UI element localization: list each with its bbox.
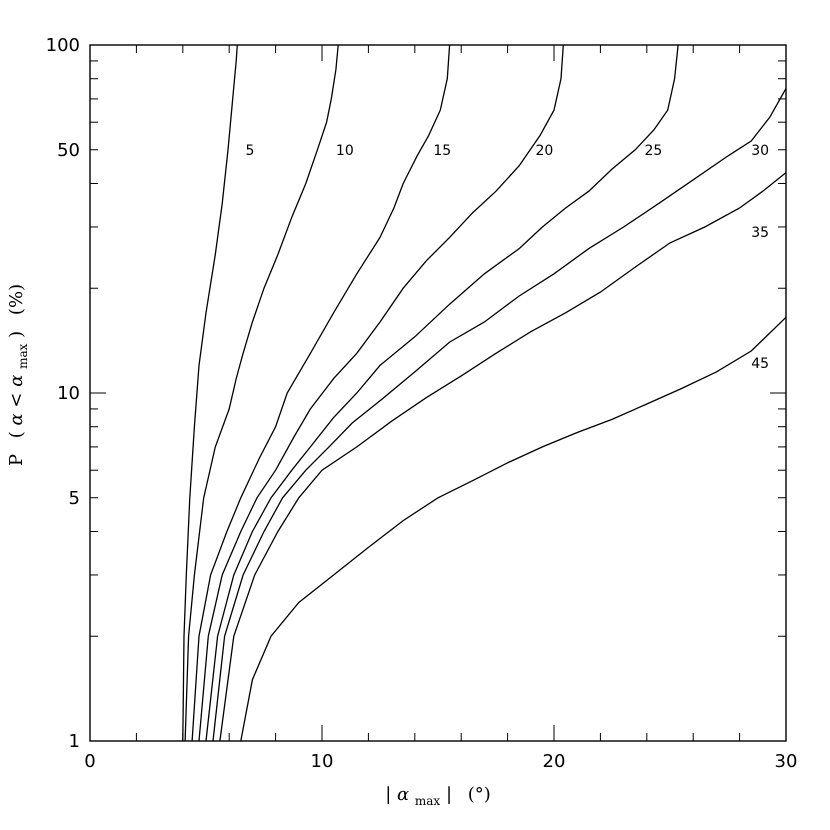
curve-30 xyxy=(212,88,787,742)
y-axis-title: P ( α < α max ) (%) xyxy=(6,284,32,466)
x-axis-open-bar: | xyxy=(385,784,391,805)
curve-label-25: 25 xyxy=(644,143,662,159)
y-axis-prefix: P xyxy=(6,454,27,466)
curve-label-20: 20 xyxy=(535,143,553,159)
y-axis-symbol-b: α xyxy=(6,375,27,387)
y-axis-subscript: max xyxy=(16,343,30,369)
y-tick-label: 1 xyxy=(69,731,80,752)
y-tick-label: 50 xyxy=(57,140,80,161)
curve-label-35: 35 xyxy=(751,225,769,241)
y-tick-label: 100 xyxy=(46,35,80,56)
y-axis-open-paren: ( xyxy=(6,431,27,438)
curve-15 xyxy=(191,44,451,742)
curve-label-10: 10 xyxy=(336,143,354,159)
x-tick-label: 30 xyxy=(775,751,798,772)
curve-25 xyxy=(205,44,679,742)
axis-ticks xyxy=(89,44,787,742)
curve-labels: 5 10 15 20 25 30 35 45 xyxy=(245,143,769,372)
y-axis-symbol-a: α xyxy=(6,413,27,425)
x-axis-close-bar: | xyxy=(446,784,452,805)
y-axis-close-paren: ) xyxy=(6,331,27,338)
x-tick-label: 0 xyxy=(84,751,95,772)
plot-frame xyxy=(89,44,787,742)
curve-45 xyxy=(240,316,787,742)
curve-label-15: 15 xyxy=(433,143,451,159)
x-axis-title: | α max | (°) xyxy=(385,784,491,810)
curves xyxy=(182,44,787,742)
x-axis-subscript: max xyxy=(415,794,441,808)
y-axis-lt: < xyxy=(6,392,27,407)
curve-5 xyxy=(182,44,238,742)
x-tick-label: 10 xyxy=(311,751,334,772)
curve-10 xyxy=(184,44,339,742)
y-tick-label: 5 xyxy=(69,488,80,509)
curve-35 xyxy=(219,172,787,742)
y-axis-unit: (%) xyxy=(6,284,27,315)
x-tick-label: 20 xyxy=(543,751,566,772)
curve-label-45: 45 xyxy=(751,356,769,372)
curve-label-30: 30 xyxy=(751,143,769,159)
y-tick-label: 10 xyxy=(57,383,80,404)
x-axis-symbol: α xyxy=(397,784,409,805)
curve-20 xyxy=(198,44,564,742)
x-axis-unit: (°) xyxy=(468,784,491,805)
curve-label-5: 5 xyxy=(245,143,254,159)
